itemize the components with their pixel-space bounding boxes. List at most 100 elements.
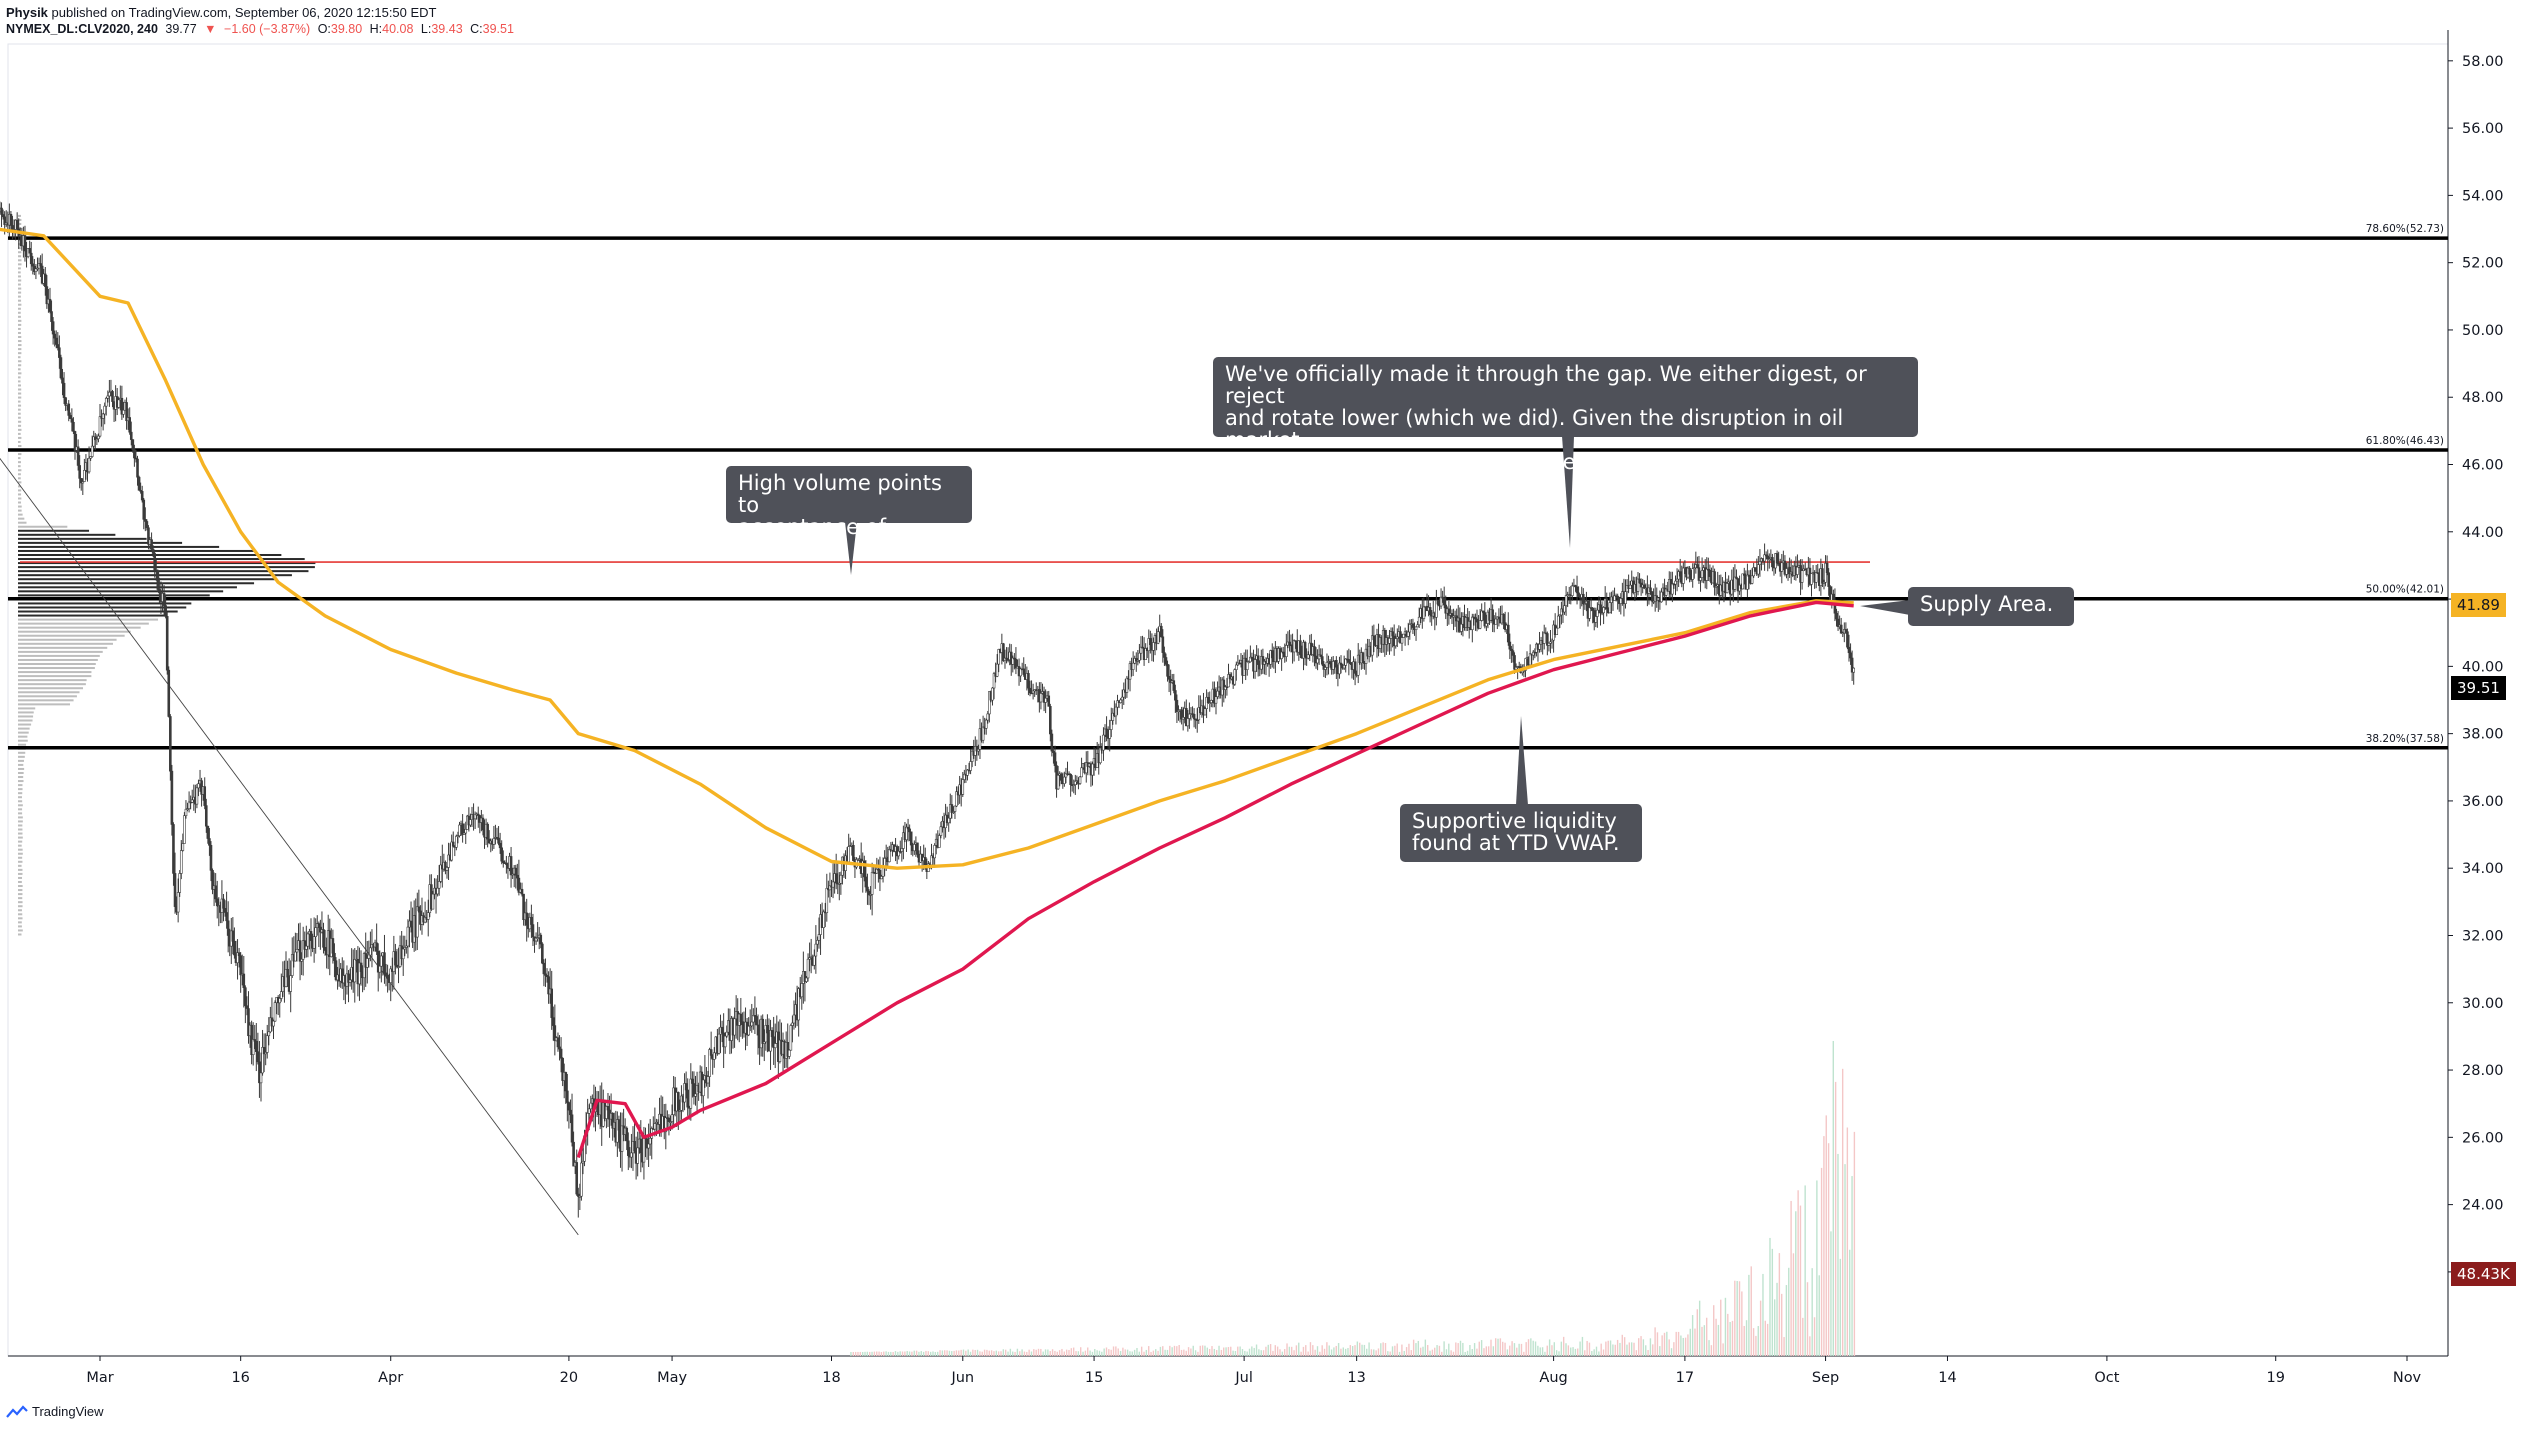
volume-bar bbox=[1176, 1346, 1178, 1356]
candle-body bbox=[133, 449, 136, 459]
profile-bar bbox=[18, 836, 23, 839]
candle-body bbox=[156, 570, 160, 590]
profile-bar bbox=[18, 315, 21, 318]
volume-bar bbox=[1246, 1351, 1248, 1356]
volume-bar bbox=[1429, 1350, 1431, 1356]
price-axis[interactable]: 58.00 56.00 54.00 52.00 50.00 48.00 46.00 44.00… bbox=[2448, 54, 2504, 1281]
plot-area[interactable] bbox=[7, 43, 2449, 1357]
author-name[interactable]: Physik bbox=[6, 5, 48, 20]
profile-bar bbox=[18, 824, 23, 827]
candle-body bbox=[1514, 666, 1518, 670]
candle-body bbox=[1439, 596, 1443, 607]
candle-body bbox=[1422, 606, 1426, 619]
candle-body bbox=[375, 942, 378, 952]
volume-bar bbox=[1773, 1299, 1776, 1356]
volume-bar bbox=[1548, 1339, 1551, 1356]
profile-bar bbox=[18, 925, 22, 928]
candle-body bbox=[306, 933, 310, 947]
profile-bar bbox=[18, 227, 22, 230]
volume-bar bbox=[1204, 1345, 1206, 1356]
time-axis[interactable]: Mar 16 Apr 20 May 18 Jun 15 Jul 13 Aug 17 Sep 14 Oct 19… bbox=[86, 1356, 2422, 1386]
candle-body bbox=[952, 811, 955, 813]
candle-body bbox=[406, 926, 410, 947]
candle-body bbox=[258, 1061, 261, 1084]
volume-bar bbox=[1108, 1349, 1110, 1356]
candle-body bbox=[569, 1109, 572, 1116]
candle-body bbox=[1053, 752, 1057, 766]
profile-bar bbox=[18, 820, 23, 823]
volume-bar bbox=[1426, 1345, 1429, 1356]
candle-body bbox=[1533, 651, 1537, 654]
candle-body bbox=[1574, 585, 1577, 588]
candle-body bbox=[686, 1089, 689, 1108]
candle-body bbox=[39, 263, 42, 267]
symbol-name[interactable]: NYMEX_DL:CLV2020, 240 bbox=[6, 22, 158, 36]
volume-bar bbox=[1530, 1338, 1532, 1356]
candle-body bbox=[712, 1052, 716, 1060]
candle-body bbox=[29, 252, 33, 265]
candle-body bbox=[1166, 664, 1169, 677]
volume-bar bbox=[1830, 1231, 1832, 1356]
volume-bar bbox=[1591, 1351, 1593, 1356]
candle-body bbox=[551, 1017, 555, 1026]
volume-bar bbox=[1598, 1351, 1600, 1356]
candle-body bbox=[1111, 712, 1115, 721]
profile-bar bbox=[18, 408, 21, 411]
candle-body bbox=[1783, 560, 1787, 575]
candle-body bbox=[409, 920, 413, 927]
annotation-gap[interactable]: We've officially made it through the gap… bbox=[1213, 357, 1918, 473]
candle-body bbox=[988, 691, 991, 715]
x-tick-label: Apr bbox=[378, 1370, 403, 1386]
annotation-liquidity[interactable]: Supportive liquidity found at YTD VWAP. bbox=[1400, 804, 1642, 862]
candle-body bbox=[1480, 610, 1483, 621]
volume-bar bbox=[1781, 1293, 1783, 1356]
volume-bar bbox=[1028, 1349, 1030, 1356]
candle-body bbox=[1788, 566, 1791, 575]
candle-body bbox=[825, 887, 829, 913]
candle-body bbox=[1167, 676, 1171, 680]
candle-body bbox=[1349, 662, 1352, 664]
candle-body bbox=[536, 937, 539, 939]
profile-bar bbox=[18, 675, 92, 678]
volume-bar bbox=[1633, 1342, 1635, 1356]
candle-body bbox=[645, 1138, 649, 1149]
profile-bar bbox=[18, 541, 183, 544]
candle-body bbox=[139, 489, 142, 492]
profile-bar bbox=[18, 469, 22, 472]
candle-body bbox=[791, 1022, 794, 1026]
volume-bar bbox=[883, 1351, 885, 1356]
volume-bar bbox=[1623, 1337, 1626, 1356]
candle-body bbox=[1031, 690, 1035, 694]
profile-bar bbox=[18, 642, 113, 645]
candle-body bbox=[1471, 616, 1474, 630]
profile-bar bbox=[18, 445, 22, 448]
candle-body bbox=[1636, 578, 1640, 592]
candle-body bbox=[423, 917, 427, 923]
candle-body bbox=[87, 457, 91, 473]
fib-level-label: 61.80%(46.43) bbox=[2366, 435, 2444, 447]
footer-brand[interactable]: TradingView bbox=[32, 1404, 104, 1419]
x-tick-label: 14 bbox=[1938, 1370, 1956, 1386]
annotation-supply[interactable]: Supply Area. bbox=[1908, 587, 2074, 626]
candle-body bbox=[961, 779, 965, 795]
volume-bar bbox=[1054, 1350, 1056, 1356]
profile-bar bbox=[18, 420, 22, 423]
candle-body bbox=[492, 838, 496, 845]
candle-body bbox=[1836, 618, 1840, 627]
profile-bar bbox=[18, 913, 23, 916]
volume-bar bbox=[1520, 1343, 1523, 1356]
candle-body bbox=[906, 826, 910, 830]
volume-bar bbox=[852, 1351, 854, 1356]
volume-bar bbox=[1832, 1040, 1834, 1356]
candle-body bbox=[1161, 636, 1165, 653]
volume-bar bbox=[880, 1351, 883, 1356]
volume-bar bbox=[1351, 1346, 1354, 1356]
profile-bar bbox=[18, 513, 23, 516]
volume-bar bbox=[1316, 1346, 1319, 1356]
annotation-volume[interactable]: High volume points to acceptance of pric… bbox=[726, 466, 972, 560]
volume-bar bbox=[1162, 1346, 1164, 1356]
candle-body bbox=[267, 1031, 271, 1037]
volume-bar bbox=[1584, 1350, 1586, 1356]
candle-body bbox=[1181, 717, 1185, 720]
